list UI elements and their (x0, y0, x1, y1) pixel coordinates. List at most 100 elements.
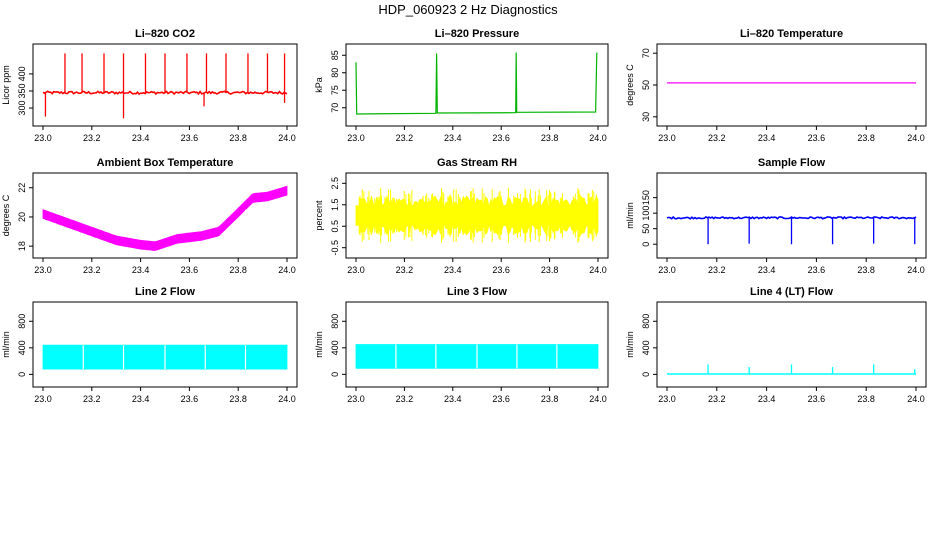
y-axis-label: percent (314, 200, 324, 231)
x-tick-label: 23.4 (132, 265, 150, 275)
chart-title: Li–820 CO2 (135, 28, 195, 40)
chart-title: Li–820 Pressure (435, 28, 519, 40)
x-tick-label: 24.0 (278, 394, 296, 404)
y-tick-label: 85 (330, 50, 340, 60)
x-tick-label: 23.4 (444, 265, 462, 275)
x-tick-label: 24.0 (589, 394, 607, 404)
x-tick-label: 24.0 (589, 265, 607, 275)
y-axis-label: ml/min (314, 331, 324, 358)
series-line (42, 90, 288, 96)
x-tick-label: 24.0 (278, 265, 296, 275)
chart-panel: Ambient Box Temperature degrees C 23.0 23.2… (1, 157, 298, 275)
x-tick-label: 23.0 (347, 133, 365, 143)
y-axis-label: Licor ppm (1, 65, 11, 105)
series-band (42, 185, 288, 251)
plot-frame (32, 43, 298, 127)
x-tick-label: 24.0 (907, 133, 925, 143)
x-tick-label: 23.8 (541, 133, 559, 143)
x-tick-label: 23.6 (181, 133, 199, 143)
plot-frame (345, 172, 609, 259)
x-tick-label: 23.2 (396, 265, 414, 275)
x-tick-label: 23.6 (808, 265, 826, 275)
series-band (355, 194, 599, 237)
x-tick-label: 23.2 (396, 133, 414, 143)
x-tick-label: 24.0 (907, 394, 925, 404)
chart-title: Gas Stream RH (437, 157, 517, 169)
plot-frame (656, 301, 927, 388)
page-title: HDP_060923 2 Hz Diagnostics (378, 2, 558, 17)
y-tick-label: 800 (641, 314, 651, 329)
y-tick-label: 0.5 (330, 220, 340, 233)
chart-panel: Gas Stream RH percent 23.0 23.2 23.4 23.6 23.8… (314, 157, 609, 275)
y-tick-label: 0 (17, 372, 27, 377)
chart-panel: Sample Flow ml/min 23.0 23.2 23.4 23.6 23.8 24.… (625, 157, 927, 275)
x-tick-label: 23.0 (658, 265, 676, 275)
y-tick-label: 20 (17, 212, 27, 222)
y-tick-label: 70 (641, 48, 651, 58)
x-tick-label: 23.2 (708, 265, 726, 275)
y-tick-label: 350 (17, 83, 27, 98)
y-axis-label: ml/min (625, 331, 635, 358)
x-tick-label: 24.0 (907, 265, 925, 275)
plot-frame (32, 301, 298, 388)
y-tick-label: 800 (330, 314, 340, 329)
x-tick-label: 23.4 (758, 394, 776, 404)
chart-title: Line 3 Flow (447, 286, 507, 298)
x-tick-label: 23.4 (758, 133, 776, 143)
plot-frame (656, 43, 927, 127)
x-tick-label: 23.0 (658, 394, 676, 404)
y-tick-label: 0 (641, 242, 651, 247)
x-tick-label: 23.2 (396, 394, 414, 404)
x-tick-label: 23.0 (34, 133, 52, 143)
x-tick-label: 23.8 (857, 133, 875, 143)
y-tick-label: 0 (330, 372, 340, 377)
chart-panel: Line 2 Flow ml/min 23.0 23.2 23.4 23.6 23.8 24.… (1, 286, 298, 404)
y-tick-label: 100 (641, 206, 651, 221)
y-tick-label: 1.5 (330, 199, 340, 212)
plot-frame (345, 43, 609, 127)
x-tick-label: 24.0 (589, 133, 607, 143)
y-tick-label: -0.5 (330, 240, 340, 256)
x-tick-label: 23.0 (658, 133, 676, 143)
x-tick-label: 23.6 (492, 265, 510, 275)
y-tick-label: 400 (17, 340, 27, 355)
chart-title: Sample Flow (758, 157, 826, 169)
x-tick-label: 23.0 (347, 394, 365, 404)
series-line (666, 215, 917, 220)
y-tick-label: 22 (17, 183, 27, 193)
y-tick-label: 75 (330, 85, 340, 95)
x-tick-label: 23.8 (857, 265, 875, 275)
chart-panel: Li–820 CO2 Licor ppm 23.0 23.2 23.4 23.6 23.8 2… (1, 28, 298, 143)
x-tick-label: 23.4 (132, 133, 150, 143)
y-tick-label: 300 (17, 101, 27, 116)
y-tick-label: 150 (641, 190, 651, 205)
y-tick-label: 400 (641, 340, 651, 355)
y-tick-label: 0 (641, 372, 651, 377)
series-line (355, 52, 598, 115)
x-tick-label: 23.2 (83, 133, 101, 143)
chart-panel: Li–820 Pressure kPa 23.0 23.2 23.4 23.6 23.8 24… (314, 28, 609, 143)
y-axis-label: degrees C (1, 194, 11, 236)
x-tick-label: 23.0 (34, 394, 52, 404)
y-tick-label: 70 (330, 103, 340, 113)
plot-frame (656, 172, 927, 259)
x-tick-label: 23.4 (758, 265, 776, 275)
y-axis-label: kPa (314, 77, 324, 93)
chart-panel: Li–820 Temperature degrees C 23.0 23.2 23.4 2… (625, 28, 927, 143)
y-tick-label: 2.5 (330, 177, 340, 190)
chart-title: Line 4 (LT) Flow (750, 286, 833, 298)
y-tick-label: 50 (641, 224, 651, 234)
chart-panel: Line 4 (LT) Flow ml/min 23.0 23.2 23.4 23.6 23… (625, 286, 927, 404)
chart-title: Li–820 Temperature (740, 28, 843, 40)
chart-panel: Line 3 Flow ml/min 23.0 23.2 23.4 23.6 23.8 24.… (314, 286, 609, 404)
y-tick-label: 18 (17, 241, 27, 251)
x-tick-label: 23.4 (132, 394, 150, 404)
x-tick-label: 23.8 (229, 394, 247, 404)
x-tick-label: 23.4 (444, 394, 462, 404)
y-tick-label: 400 (330, 340, 340, 355)
x-tick-label: 23.8 (229, 133, 247, 143)
x-tick-label: 23.6 (492, 394, 510, 404)
x-tick-label: 23.8 (229, 265, 247, 275)
x-tick-label: 23.6 (181, 265, 199, 275)
